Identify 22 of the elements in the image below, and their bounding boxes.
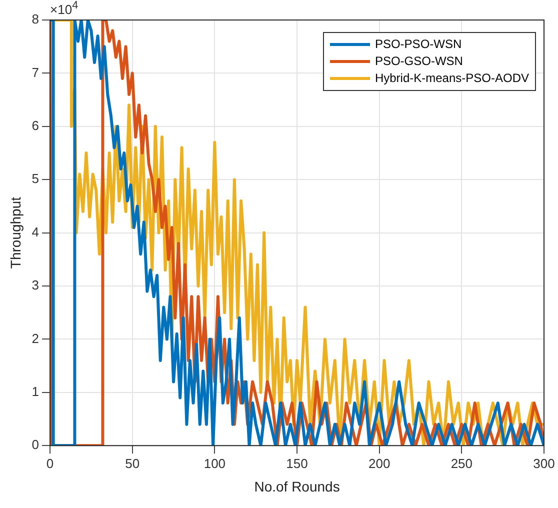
y-tick-label: 8 [32, 12, 40, 27]
y-axis-title: Throughput [7, 196, 24, 269]
legend-label: Hybrid-K-means-PSO-AODV [374, 70, 529, 87]
x-tick-label: 100 [204, 456, 226, 471]
y-tick-label: 4 [32, 224, 40, 240]
y-tick-label: 6 [32, 118, 40, 133]
x-tick-label: 0 [46, 456, 54, 471]
text: ×10$^{4}$ [50, 0, 78, 18]
y-tick-label: 5 [32, 171, 40, 186]
y-tick-label: 1 [32, 384, 40, 399]
legend-label: PSO-PSO-WSN [374, 36, 462, 53]
y-tick-label: 0 [32, 437, 40, 452]
legend-label: PSO-GSO-WSN [374, 53, 463, 70]
x-axis-title: No.of Rounds [254, 478, 340, 494]
x-tick-label: 50 [125, 456, 140, 471]
y-tick-label: 7 [32, 64, 40, 80]
x-tick-label: 150 [286, 456, 308, 471]
y-tick-label: 2 [32, 330, 40, 346]
x-tick-label: 200 [368, 456, 390, 471]
x-tick-label: 250 [450, 456, 473, 471]
x-tick-label: 300 [533, 456, 555, 471]
y-tick-label: 3 [32, 278, 40, 293]
